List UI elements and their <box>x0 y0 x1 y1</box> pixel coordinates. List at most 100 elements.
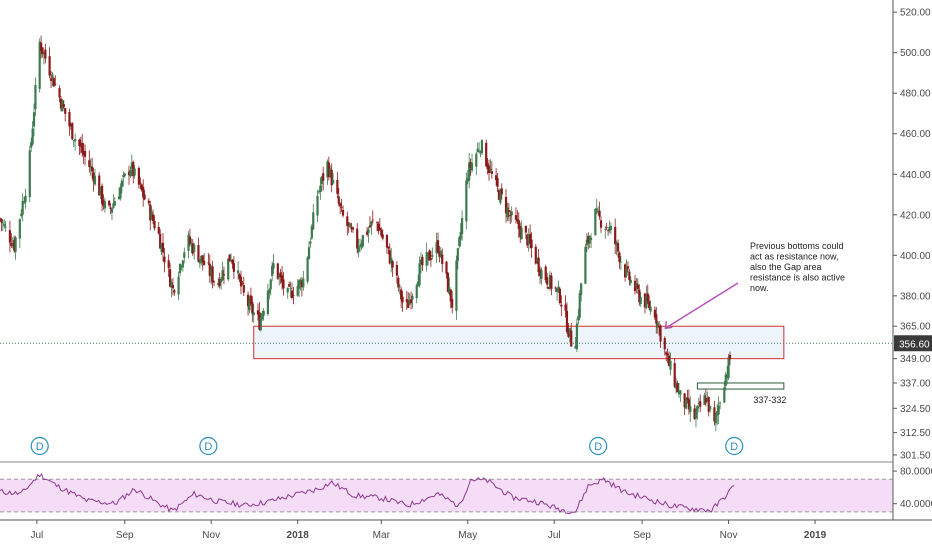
candle-body <box>687 399 690 410</box>
candle-body <box>624 264 627 278</box>
candle-body <box>626 266 630 269</box>
candle-body <box>388 250 391 264</box>
price-tick-label: 500.00 <box>900 48 931 59</box>
candle-body <box>676 383 679 393</box>
candle-body <box>564 304 567 311</box>
candle-body <box>346 216 349 227</box>
candle-body <box>193 244 196 253</box>
candle-body <box>540 270 543 279</box>
candle-body <box>54 83 57 85</box>
candle-body <box>221 270 224 281</box>
candle-body <box>638 289 641 303</box>
candle-body <box>673 363 676 387</box>
candle-body <box>200 255 203 261</box>
candle-body <box>568 327 571 334</box>
candle-body <box>256 310 260 315</box>
candle-body <box>201 255 204 263</box>
candle-body <box>310 226 313 239</box>
dividend-marker[interactable] <box>199 436 218 456</box>
candle-body <box>717 405 720 415</box>
candle-body <box>368 225 372 228</box>
candle-body <box>261 313 264 320</box>
candle-body <box>598 210 601 217</box>
candle-body <box>435 242 438 254</box>
candle-body <box>439 250 442 258</box>
dividend-marker[interactable] <box>725 436 744 456</box>
candle-body <box>290 290 294 298</box>
candle-body <box>349 223 352 228</box>
candle-body <box>18 219 21 239</box>
candle-body <box>276 263 279 279</box>
candle-body <box>130 162 133 169</box>
candle-body <box>618 252 621 263</box>
candle-body <box>547 287 550 289</box>
candle-body <box>262 310 265 316</box>
candle-body <box>279 272 282 278</box>
candle-body <box>370 221 373 226</box>
candle-body <box>649 306 652 312</box>
candle-body <box>606 230 610 232</box>
candle-body <box>428 250 431 261</box>
candle-body <box>469 162 472 168</box>
candle-body <box>34 85 37 110</box>
candle-body <box>507 210 510 212</box>
candle-body <box>168 269 172 287</box>
candle-body <box>319 185 322 193</box>
candle-body <box>703 395 706 405</box>
candle-body <box>300 281 304 288</box>
candle-body <box>514 215 518 220</box>
price-tick-label: 380.00 <box>900 291 931 302</box>
candle-body <box>470 162 474 171</box>
price-tick-label: 520.00 <box>900 8 931 19</box>
price-tick-label: 365.00 <box>900 322 931 333</box>
candle-body <box>387 246 390 249</box>
candle-body <box>119 186 122 199</box>
candle-body <box>570 330 573 347</box>
candle-body <box>8 230 12 243</box>
candle-body <box>615 242 618 246</box>
candle-body <box>709 406 712 410</box>
candle-body <box>89 166 92 168</box>
time-tick-label: 2018 <box>287 530 310 541</box>
candlestick-series <box>0 35 732 432</box>
candle-body <box>292 295 295 297</box>
candle-body <box>232 263 235 272</box>
time-tick-label: May <box>458 530 477 541</box>
candle-body <box>629 279 632 284</box>
candle-body <box>171 285 175 289</box>
candle-body <box>665 352 668 355</box>
candle-body <box>296 285 299 296</box>
candle-body <box>79 145 82 147</box>
candle-body <box>198 259 201 264</box>
candle-body <box>694 411 698 419</box>
candle-body <box>48 56 51 76</box>
dividend-marker-label: D <box>594 441 602 453</box>
candle-body <box>639 296 642 304</box>
candle-body <box>78 139 81 146</box>
candle-body <box>699 401 702 407</box>
candle-body <box>100 185 104 204</box>
candle-body <box>117 196 121 200</box>
candle-body <box>13 239 16 251</box>
dividend-marker[interactable] <box>30 436 49 456</box>
candle-body <box>3 224 6 227</box>
candle-body <box>646 293 649 302</box>
candle-body <box>619 261 622 263</box>
candle-body <box>271 265 274 276</box>
candle-body <box>728 355 732 360</box>
candle-body <box>580 283 583 295</box>
price-tick-label: 480.00 <box>900 89 931 100</box>
candle-body <box>252 312 255 316</box>
dividend-marker[interactable] <box>589 436 608 456</box>
candle-body <box>360 243 363 248</box>
candle-body <box>123 173 126 176</box>
candle-body <box>599 220 603 228</box>
candle-body <box>238 274 241 279</box>
candle-body <box>59 98 63 109</box>
candle-body <box>129 169 132 177</box>
candle-body <box>588 236 591 244</box>
annotation-arrowhead <box>664 321 673 330</box>
